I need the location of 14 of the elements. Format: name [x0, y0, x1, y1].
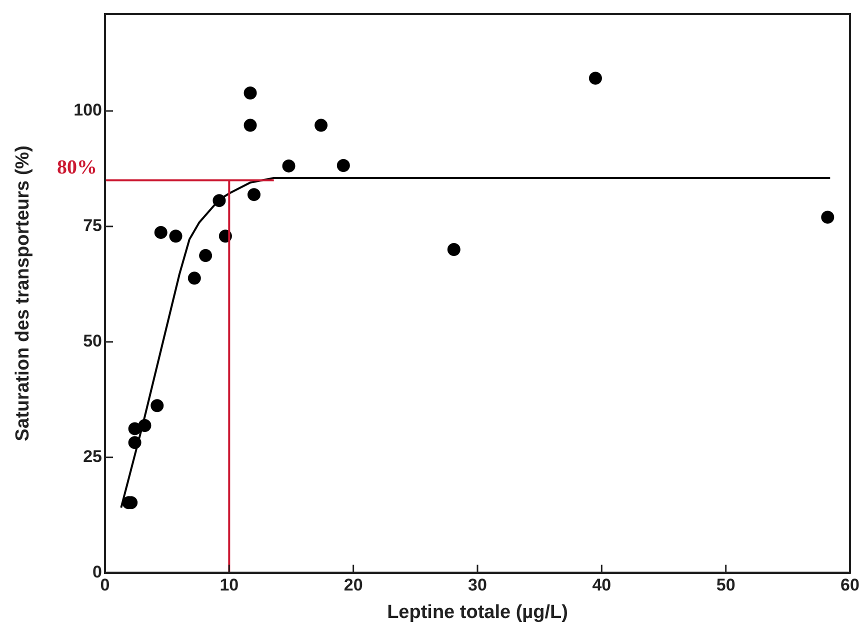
y-tick-label: 75 [83, 216, 102, 236]
y-tick-label: 50 [83, 332, 102, 351]
x-tick-label: 20 [344, 576, 363, 595]
x-tick-label: 50 [716, 576, 736, 595]
x-axis-title: Leptine totale (µg/L) [387, 602, 568, 623]
y-tick-label: 0 [92, 562, 102, 582]
annotation: 80% [57, 156, 97, 178]
y-tick-label: 25 [83, 447, 102, 466]
y-axis-title: Saturation des transporteurs (%) [12, 146, 34, 442]
x-tick-label: 10 [220, 576, 239, 595]
x-tick-label: 60 [840, 576, 860, 595]
y-tick-label: 100 [74, 100, 102, 120]
x-tick-label: 40 [592, 576, 612, 595]
x-tick-label: 30 [468, 576, 487, 595]
